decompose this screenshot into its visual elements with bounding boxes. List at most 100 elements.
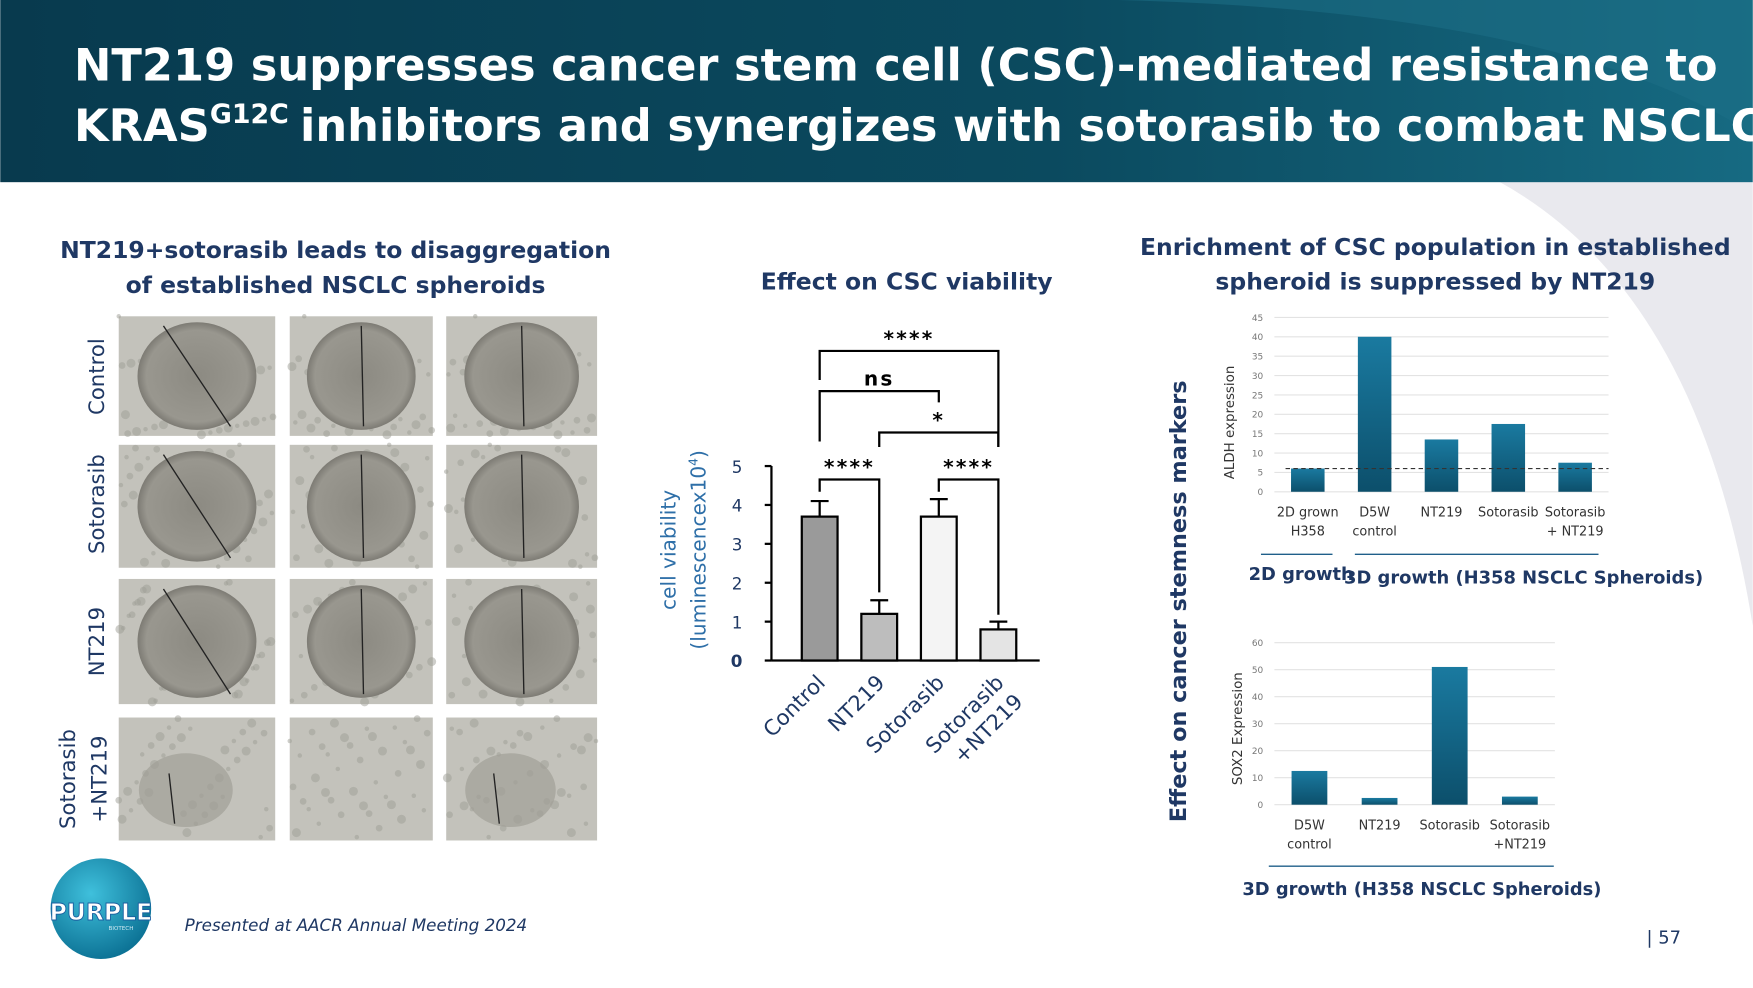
photo-texture: [231, 738, 237, 744]
photo-texture: [153, 698, 158, 703]
photo-texture: [182, 828, 192, 838]
photo-texture: [428, 426, 436, 434]
photo-texture: [331, 423, 336, 429]
photo-texture: [443, 504, 453, 513]
photo-texture: [250, 416, 260, 426]
photo-texture: [405, 671, 413, 679]
photo-texture: [583, 733, 593, 743]
photo-texture: [287, 362, 297, 372]
bar: [1291, 468, 1325, 492]
y-axis-label: SOX2 Expression: [1231, 672, 1246, 785]
logo: [50, 858, 152, 959]
photo-texture: [576, 352, 582, 357]
y-tick-label: 45: [1252, 314, 1263, 324]
spheroid: [306, 585, 416, 698]
photo-texture: [226, 766, 231, 772]
photo-texture: [408, 584, 418, 594]
y-tick-label: 4: [732, 496, 743, 516]
photo-texture: [145, 456, 151, 461]
row-label: Sotorasib: [85, 454, 110, 554]
row-label: Control: [85, 338, 110, 415]
photo-texture: [446, 372, 451, 377]
text-line: spheroid is suppressed by NT219: [1215, 267, 1655, 295]
photo-texture: [166, 725, 172, 730]
x-tick-label: Control: [759, 671, 831, 743]
photo-texture: [346, 742, 354, 749]
axis-label: Effect on cancer stemness markers: [1166, 380, 1192, 822]
photo-texture: [411, 420, 421, 430]
photo-texture: [457, 459, 465, 467]
chart-title: Effect on CSC viability: [761, 267, 1053, 295]
photo-texture: [289, 698, 295, 703]
photo-texture: [308, 728, 316, 736]
photo-texture: [128, 611, 136, 619]
photo-texture: [422, 581, 428, 586]
text-line: +NT219: [1493, 837, 1546, 852]
photo-texture: [416, 663, 423, 671]
photo-texture: [264, 489, 273, 499]
photo-texture: [233, 756, 241, 764]
photo-texture: [570, 743, 577, 750]
photo-texture: [266, 824, 273, 832]
photo-texture: [116, 314, 121, 319]
photo-texture: [398, 592, 408, 602]
title-line: KRASG12C inhibitors and synergizes with s…: [74, 99, 1753, 152]
photo-texture: [303, 604, 313, 614]
significance: ****: [884, 326, 935, 350]
x-tick-label: 2D grown H358: [1277, 505, 1339, 539]
photo-texture: [583, 821, 589, 826]
photo-texture: [549, 698, 554, 703]
photo-texture: [220, 745, 230, 755]
x-tick-label: D5W control: [1352, 505, 1397, 539]
bg-curve: [1497, 181, 1753, 626]
y-tick-label: 60: [1252, 639, 1264, 649]
bracket: [818, 478, 881, 593]
photo-texture: [196, 430, 206, 440]
photo-texture: [153, 445, 161, 453]
y-tick-label: 30: [1252, 372, 1264, 382]
photo-texture: [151, 423, 158, 431]
photo-texture: [451, 593, 457, 598]
photo-texture: [269, 413, 277, 421]
photo-texture: [306, 423, 316, 433]
photo-texture: [419, 413, 427, 421]
photo-texture: [446, 423, 456, 433]
y-axis-label-sup: 4: [687, 458, 701, 466]
photo-texture: [503, 739, 508, 745]
photo-texture: [459, 801, 469, 811]
y-axis-label: cell viability: [656, 490, 680, 610]
photo-texture: [562, 684, 570, 691]
row-label: NT219: [85, 607, 110, 676]
photo-texture: [233, 689, 243, 699]
photo-texture: [293, 554, 300, 562]
spheroid: [464, 450, 579, 562]
photo-texture: [117, 814, 127, 824]
photo-texture: [553, 715, 561, 722]
photo-texture: [169, 743, 176, 750]
photo-texture: [413, 715, 421, 722]
text-line: NT219+sotorasib leads to disaggregation: [60, 236, 611, 264]
diameter: [520, 325, 525, 427]
photo-texture: [398, 416, 403, 422]
text-line: of established NSCLC spheroids: [126, 271, 546, 299]
y-tick-label: 0: [1258, 488, 1264, 498]
photo-texture: [264, 806, 269, 812]
photo-texture: [321, 787, 330, 797]
y-tick-label: 5: [732, 457, 743, 477]
photo-texture: [174, 715, 182, 722]
photo-texture: [258, 517, 268, 527]
photo-texture: [309, 454, 315, 460]
photo-texture: [290, 509, 296, 515]
photo-texture: [132, 444, 139, 452]
y-tick-label: 10: [1252, 774, 1264, 784]
bar: [1291, 770, 1328, 805]
photo-texture: [293, 420, 298, 425]
photo-texture: [239, 728, 247, 736]
group-label: 3D growth (H358 NSCLC Spheroids): [1242, 879, 1601, 900]
photo-texture: [215, 426, 223, 434]
photo-texture: [584, 552, 590, 557]
photo-texture: [416, 760, 425, 769]
photo-texture: [593, 738, 599, 744]
text-line: Sotorasib: [1490, 818, 1550, 833]
photo-texture: [423, 729, 431, 737]
